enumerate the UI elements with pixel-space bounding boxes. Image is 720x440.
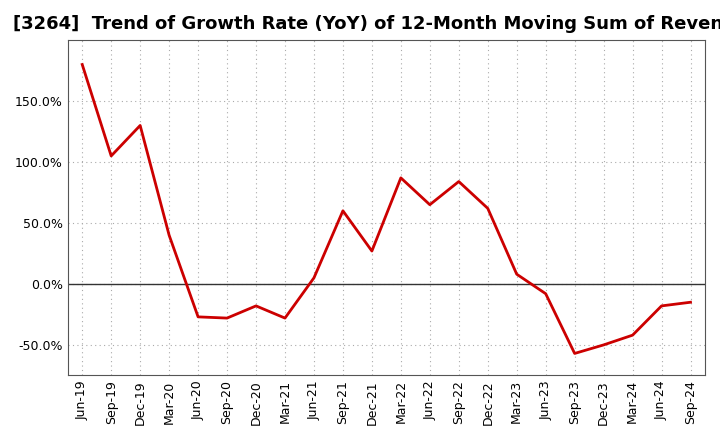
Title: [3264]  Trend of Growth Rate (YoY) of 12-Month Moving Sum of Revenues: [3264] Trend of Growth Rate (YoY) of 12-…	[14, 15, 720, 33]
